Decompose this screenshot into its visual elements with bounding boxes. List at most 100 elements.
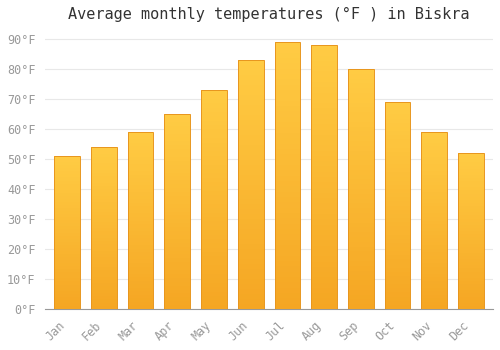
Bar: [422, 167, 447, 171]
Bar: [422, 203, 447, 206]
Bar: [164, 180, 190, 184]
Bar: [201, 217, 227, 222]
Bar: [54, 294, 80, 297]
Bar: [385, 106, 410, 110]
Bar: [348, 146, 374, 150]
Bar: [201, 243, 227, 248]
Bar: [312, 135, 337, 140]
Bar: [274, 240, 300, 245]
Bar: [164, 239, 190, 243]
Bar: [422, 256, 447, 259]
Bar: [54, 281, 80, 285]
Bar: [54, 254, 80, 257]
Bar: [458, 178, 484, 181]
Bar: [422, 281, 447, 284]
Bar: [348, 218, 374, 223]
Bar: [238, 209, 264, 215]
Bar: [238, 60, 264, 65]
Bar: [91, 264, 117, 267]
Bar: [54, 306, 80, 309]
Bar: [128, 146, 154, 150]
Bar: [458, 300, 484, 303]
Bar: [458, 306, 484, 309]
Bar: [201, 270, 227, 274]
Title: Average monthly temperatures (°F ) in Biskra: Average monthly temperatures (°F ) in Bi…: [68, 7, 470, 22]
Bar: [54, 162, 80, 165]
Bar: [91, 286, 117, 289]
Bar: [312, 114, 337, 119]
Bar: [312, 71, 337, 77]
Bar: [238, 164, 264, 170]
Bar: [312, 193, 337, 198]
Bar: [201, 121, 227, 125]
Bar: [54, 174, 80, 177]
Bar: [312, 299, 337, 304]
Bar: [385, 293, 410, 296]
Bar: [164, 149, 190, 153]
Bar: [238, 140, 264, 145]
Bar: [458, 169, 484, 172]
Bar: [458, 175, 484, 178]
Bar: [128, 284, 154, 288]
Bar: [91, 160, 117, 163]
Bar: [385, 114, 410, 119]
Bar: [274, 277, 300, 282]
Bar: [91, 280, 117, 283]
Bar: [201, 257, 227, 261]
Bar: [164, 161, 190, 165]
Bar: [385, 201, 410, 205]
Bar: [385, 288, 410, 293]
Bar: [91, 283, 117, 286]
Bar: [422, 160, 447, 164]
Bar: [385, 173, 410, 176]
Bar: [164, 211, 190, 216]
Bar: [348, 150, 374, 155]
Bar: [312, 277, 337, 283]
Bar: [91, 222, 117, 225]
Bar: [164, 122, 190, 126]
Bar: [348, 271, 374, 275]
Bar: [422, 214, 447, 217]
Bar: [385, 139, 410, 144]
Bar: [128, 274, 154, 277]
Bar: [201, 234, 227, 239]
Bar: [54, 269, 80, 272]
Bar: [164, 266, 190, 270]
Bar: [91, 189, 117, 192]
Bar: [312, 82, 337, 87]
Bar: [128, 150, 154, 153]
Bar: [91, 302, 117, 306]
Bar: [348, 285, 374, 290]
Bar: [312, 198, 337, 203]
Bar: [348, 74, 374, 79]
Bar: [422, 139, 447, 143]
Bar: [385, 296, 410, 301]
Bar: [312, 256, 337, 261]
Bar: [201, 230, 227, 235]
Bar: [238, 155, 264, 160]
Bar: [385, 251, 410, 255]
Bar: [422, 146, 447, 150]
Bar: [201, 142, 227, 147]
Bar: [201, 199, 227, 204]
Bar: [54, 285, 80, 288]
Bar: [164, 138, 190, 141]
Bar: [458, 293, 484, 296]
Bar: [312, 267, 337, 272]
Bar: [128, 192, 154, 196]
Bar: [91, 180, 117, 183]
Bar: [201, 300, 227, 304]
Bar: [54, 202, 80, 205]
Bar: [312, 50, 337, 56]
Bar: [274, 272, 300, 277]
Bar: [54, 236, 80, 239]
Bar: [238, 304, 264, 309]
Bar: [238, 264, 264, 269]
Bar: [54, 260, 80, 263]
Bar: [274, 298, 300, 304]
Bar: [422, 270, 447, 274]
Bar: [348, 242, 374, 247]
Bar: [274, 58, 300, 63]
Bar: [164, 216, 190, 219]
Bar: [54, 181, 80, 184]
